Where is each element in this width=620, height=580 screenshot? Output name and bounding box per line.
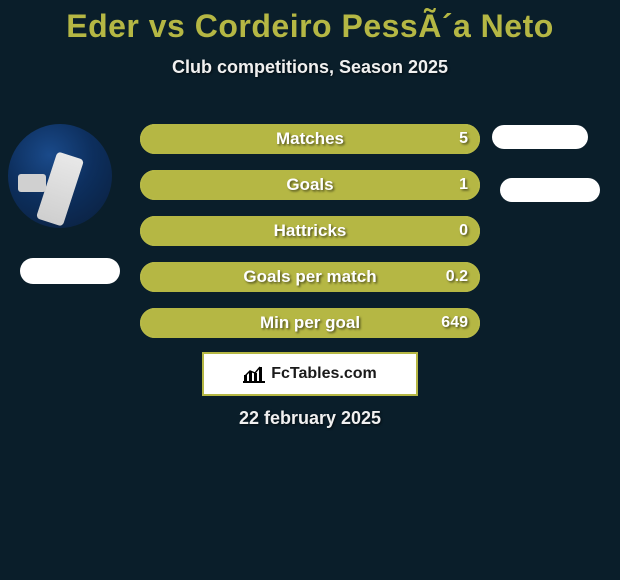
brand-text: FcTables.com (271, 365, 377, 383)
name-pill-right-2 (500, 178, 600, 202)
date-text: 22 february 2025 (239, 408, 381, 429)
brand-box: FcTables.com (202, 352, 418, 396)
page-title: Eder vs Cordeiro PessÃ´a Neto (0, 0, 620, 45)
stat-label: Min per goal (260, 313, 360, 333)
name-pill-right-1 (492, 125, 588, 149)
subtitle: Club competitions, Season 2025 (0, 57, 620, 78)
stat-label: Matches (276, 129, 344, 149)
stat-row: Goals per match 0.2 (140, 262, 480, 292)
stat-value: 1 (459, 176, 468, 194)
stat-label: Goals per match (243, 267, 376, 287)
stat-value: 5 (459, 130, 468, 148)
stat-label: Hattricks (274, 221, 347, 241)
stat-value: 0.2 (446, 268, 468, 286)
player-avatar-left (8, 124, 112, 228)
stats-bars: Matches 5 Goals 1 Hattricks 0 Goals per … (140, 124, 480, 354)
stat-row: Goals 1 (140, 170, 480, 200)
stat-label: Goals (286, 175, 333, 195)
stat-row: Hattricks 0 (140, 216, 480, 246)
stat-value: 649 (441, 314, 468, 332)
stat-row: Matches 5 (140, 124, 480, 154)
name-pill-left (20, 258, 120, 284)
barchart-icon (243, 365, 265, 383)
stat-row: Min per goal 649 (140, 308, 480, 338)
stat-value: 0 (459, 222, 468, 240)
